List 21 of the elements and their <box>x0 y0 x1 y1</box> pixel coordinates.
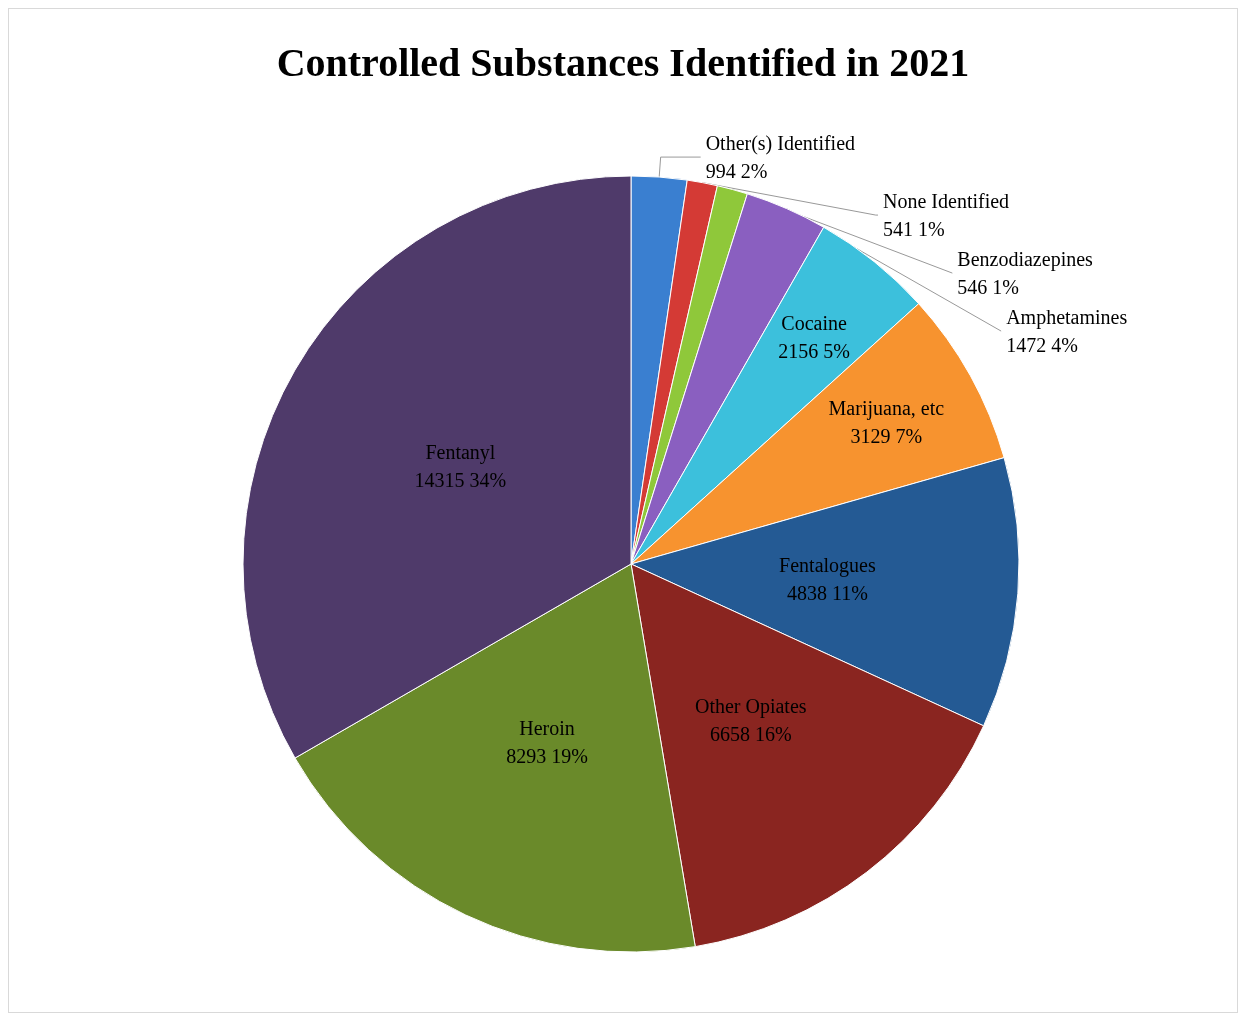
slice-label: Other Opiates <box>694 695 807 719</box>
slice-label: Fentanyl <box>425 440 496 464</box>
data-label: 3129 7% <box>850 425 923 448</box>
data-label: 14315 34% <box>414 468 507 491</box>
slice-label: Fentalogues <box>779 554 876 578</box>
slice-label: Marijuana, etc <box>828 397 945 421</box>
data-label: 1472 4% <box>1006 334 1078 357</box>
data-label: 994 2% <box>705 160 768 183</box>
data-label: 8293 19% <box>506 745 588 768</box>
data-label: 4838 11% <box>786 582 868 605</box>
data-label: 541 1% <box>883 218 945 241</box>
slice-label: Other(s) Identified <box>705 132 856 156</box>
data-label: 546 1% <box>957 276 1020 299</box>
slice-label: Heroin <box>519 717 575 740</box>
slice-label: Amphetamines <box>1006 306 1128 330</box>
chart-title: Controlled Substances Identified in 2021 <box>276 39 970 85</box>
data-label: 2156 5% <box>778 339 850 362</box>
slice-label: Cocaine <box>781 311 847 334</box>
slice-label: Benzodiazepines <box>957 248 1094 272</box>
data-label: 6658 16% <box>709 723 792 746</box>
slice-label: None Identified <box>883 190 1010 213</box>
